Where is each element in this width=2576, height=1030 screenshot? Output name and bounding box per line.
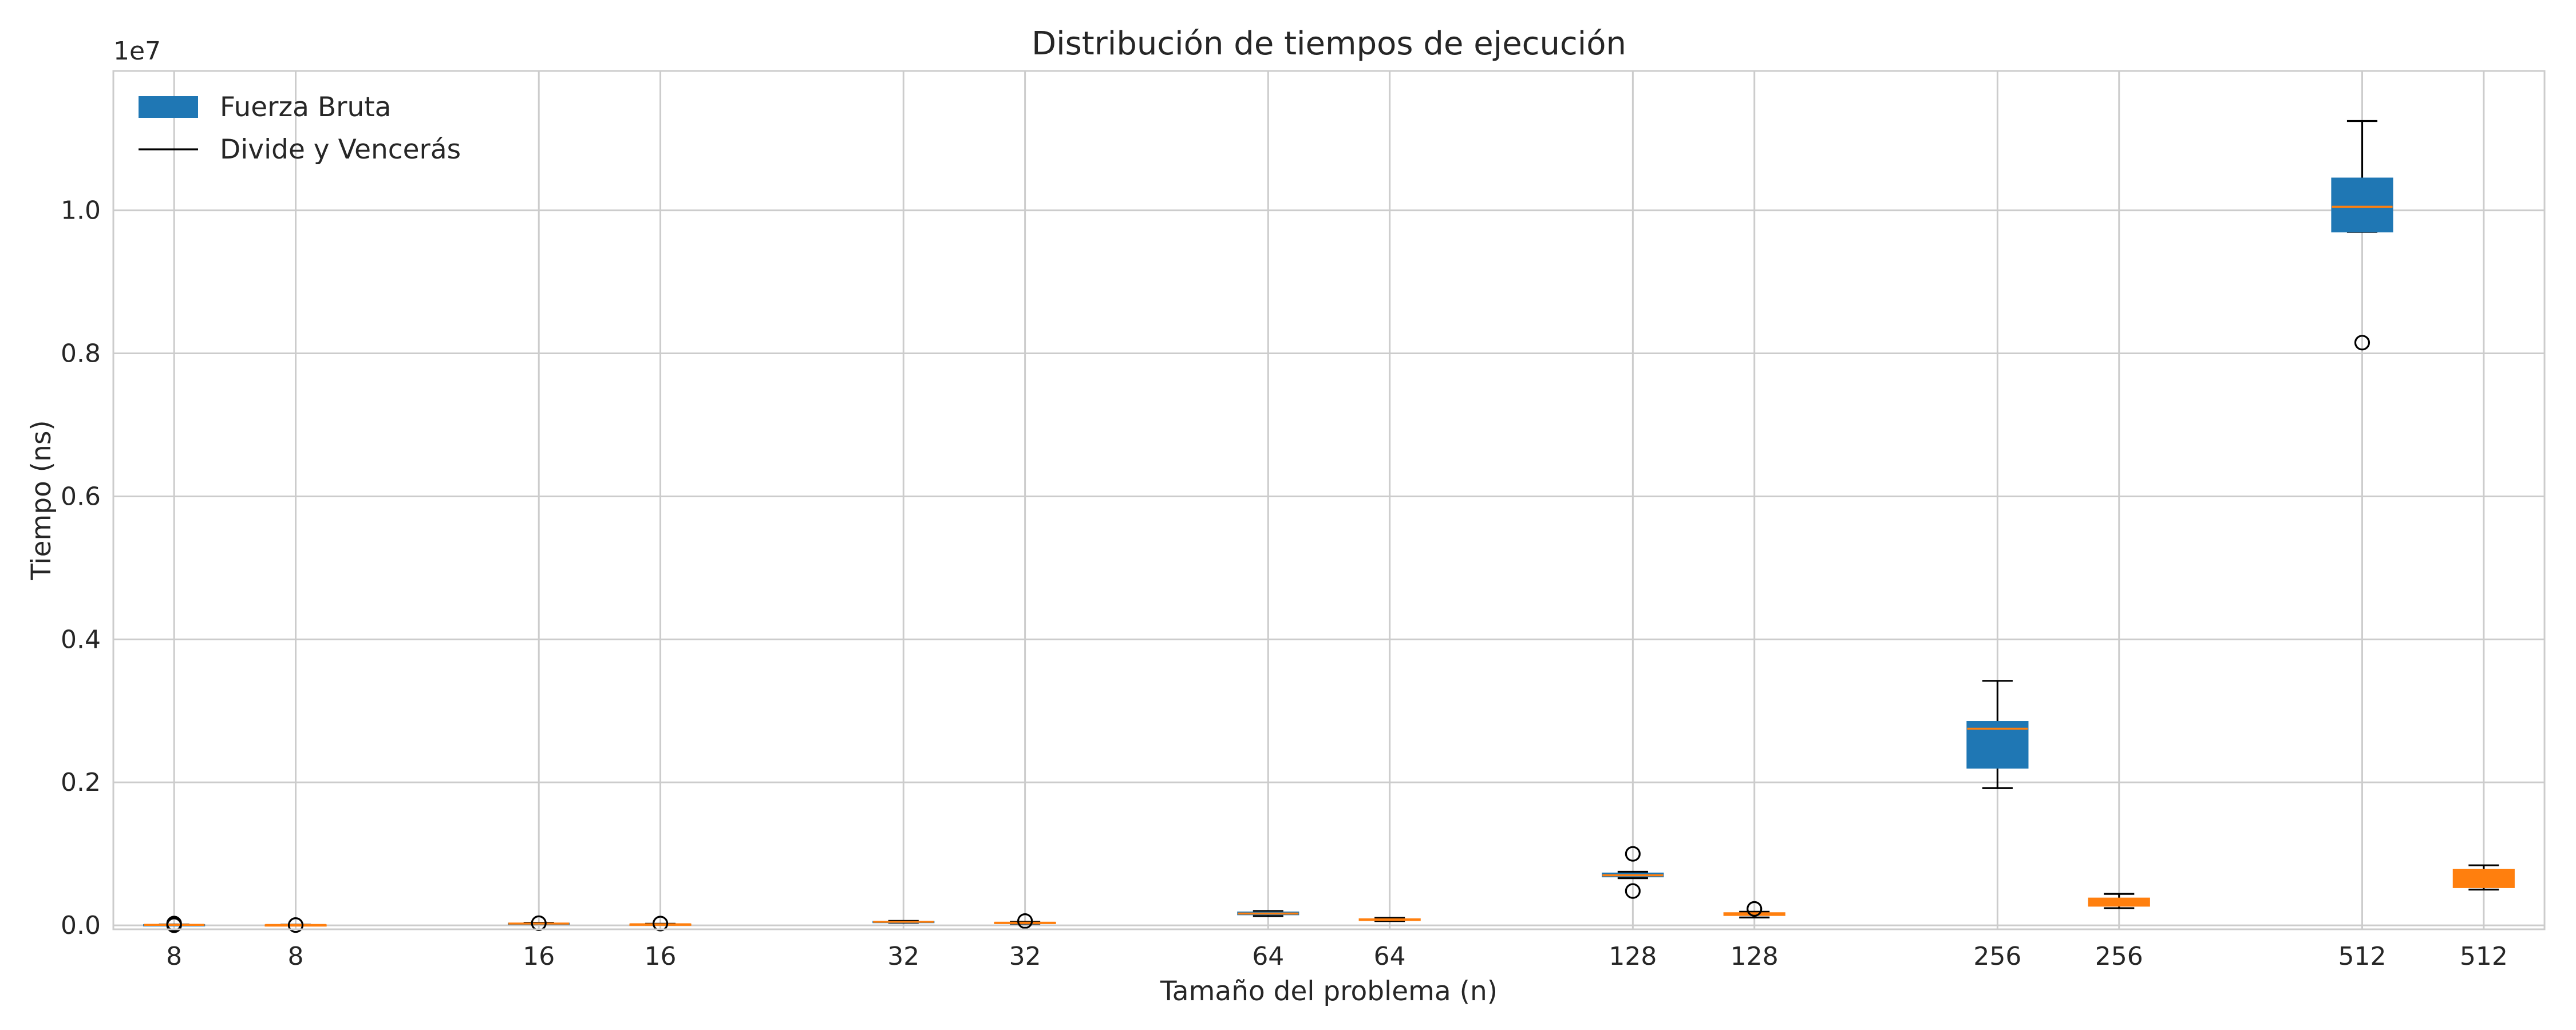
y-tick-label: 0.8 — [61, 339, 101, 369]
outlier-point — [2354, 335, 2370, 351]
y-tick-label: 0.0 — [61, 911, 101, 940]
x-tick-label: 256 — [2095, 942, 2143, 971]
outlier-point — [166, 917, 182, 933]
y-axis-label: Tiempo (ns) — [26, 420, 57, 581]
outlier-point — [1747, 901, 1763, 917]
x-tick-label: 512 — [2460, 942, 2508, 971]
x-axis-label: Tamaño del problema (n) — [1160, 976, 1498, 1007]
ticks: 0.0 0.2 0.4 0.6 0.8 1.0 8 8 16 16 32 32 64 64 128 128 25… — [61, 196, 2508, 971]
x-tick-label: 128 — [1609, 942, 1657, 971]
grid — [113, 71, 2545, 929]
box-fuerza-bruta-32 — [872, 920, 935, 924]
outlier-point — [1625, 846, 1641, 862]
x-tick-label: 64 — [1374, 942, 1406, 971]
box-fuerza-bruta-8 — [143, 916, 206, 933]
x-tick-label: 256 — [1973, 942, 2021, 971]
x-tick-label: 16 — [645, 942, 677, 971]
y-tick-label: 0.4 — [61, 625, 101, 654]
outlier-point — [287, 917, 304, 933]
box-fuerza-bruta-16 — [508, 915, 570, 931]
plot-area — [113, 71, 2545, 929]
y-tick-label: 0.2 — [61, 768, 101, 797]
box-divide-y-venceras-8 — [264, 917, 327, 933]
box-divide-y-venceras-64 — [1358, 917, 1421, 922]
box-fuerza-bruta-512 — [2331, 120, 2393, 351]
x-tick-label: 8 — [288, 942, 304, 971]
box-divide-y-venceras-512 — [2452, 864, 2515, 891]
x-tick-label: 512 — [2338, 942, 2386, 971]
box-divide-y-venceras-32 — [994, 913, 1056, 929]
boxes — [143, 120, 2515, 933]
outlier-point — [1017, 913, 1033, 929]
box-body — [2331, 177, 2393, 233]
outlier-point — [652, 916, 669, 932]
y-axis-offset-label: 1e7 — [113, 37, 161, 66]
box-fuerza-bruta-128 — [1602, 846, 1664, 899]
box-divide-y-venceras-16 — [629, 916, 692, 932]
legend-label-fuerza-bruta: Fuerza Bruta — [220, 92, 392, 123]
legend-label-divide-y-venceras: Divide y Vencerás — [220, 134, 461, 165]
x-tick-label: 16 — [523, 942, 555, 971]
chart-title: Distribución de tiempos de ejecución — [1032, 25, 1626, 62]
legend: Fuerza Bruta Divide y Vencerás — [139, 92, 461, 165]
x-tick-label: 8 — [166, 942, 182, 971]
x-tick-label: 128 — [1730, 942, 1779, 971]
box-divide-y-venceras-128 — [1723, 901, 1785, 918]
box-fuerza-bruta-256 — [1966, 680, 2029, 789]
x-tick-label: 32 — [1009, 942, 1041, 971]
x-tick-label: 64 — [1252, 942, 1284, 971]
x-tick-label: 32 — [887, 942, 919, 971]
legend-patch-fuerza-bruta — [139, 96, 198, 118]
box-fuerza-bruta-64 — [1237, 910, 1299, 917]
y-tick-label: 0.6 — [61, 482, 101, 511]
box-divide-y-venceras-256 — [2088, 893, 2150, 909]
y-tick-label: 1.0 — [61, 196, 101, 225]
outlier-point — [1625, 883, 1641, 899]
plot-frame — [112, 70, 2546, 930]
